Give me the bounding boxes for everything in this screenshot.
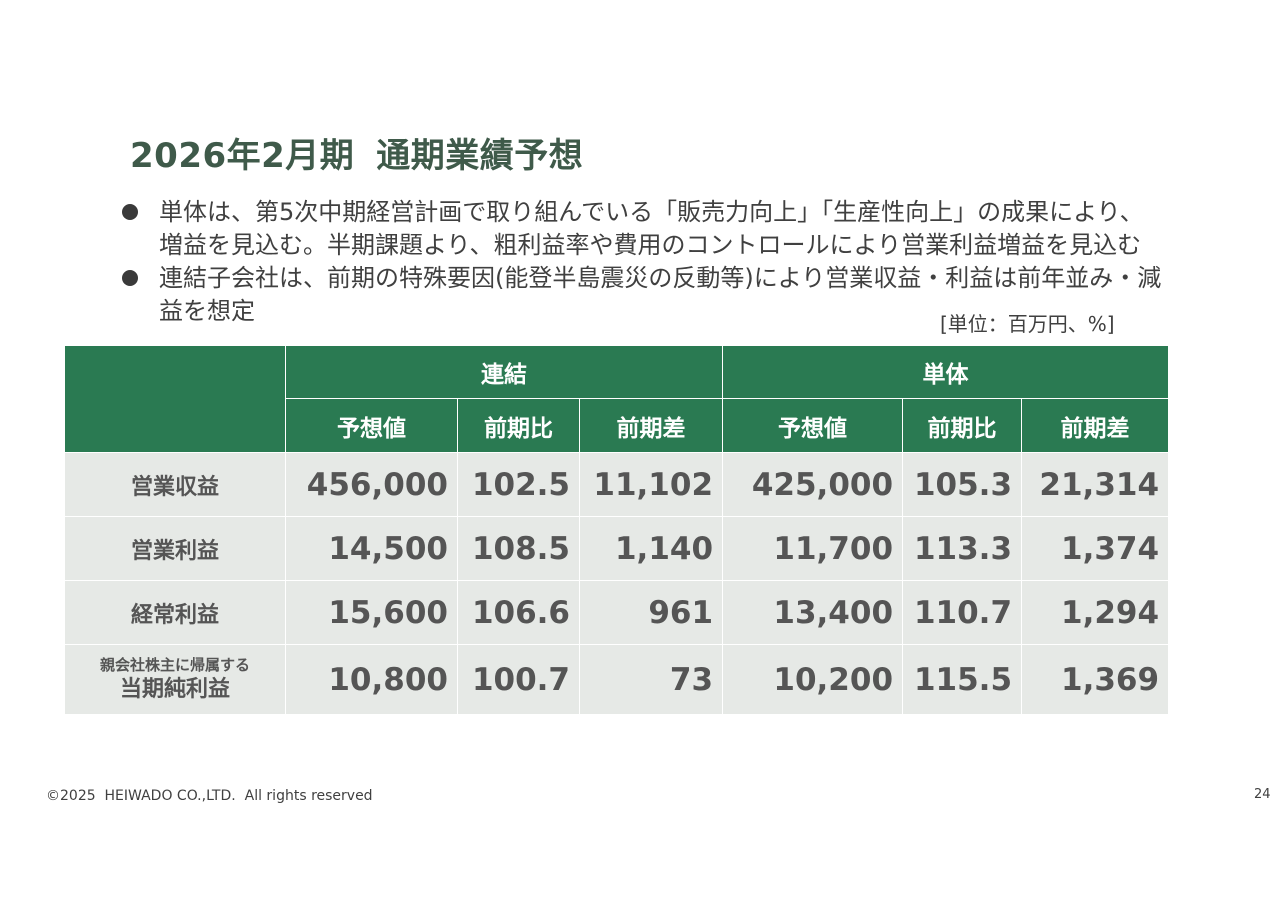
row-label-prefix: 親会社株主に帰属する [99,655,250,674]
table-cell: 15,600 [285,580,458,645]
table-row: 営業利益 14,500 108.5 1,140 11,700 113.3 1,3… [64,516,1170,581]
col-header: 予想値 [722,398,904,453]
col-header: 予想値 [285,398,458,453]
title-period: 2026年2月期 [130,136,355,176]
table-cell: 21,314 [1021,452,1170,517]
table-cell: 14,500 [285,516,458,581]
table-row: 経常利益 15,600 106.6 961 13,400 110.7 1,294 [64,580,1170,645]
table-cell: 105.3 [902,452,1023,517]
col-header: 前期比 [902,398,1023,453]
table-cell: 73 [578,644,724,715]
table-cell: 102.5 [457,452,580,517]
corner-header [64,345,286,453]
table-cell: 110.7 [902,580,1023,645]
bullet-text: 単体は、第5次中期経営計画で取り組んでいる「販売力向上」「生産性向上」の成果によ… [159,198,1144,259]
table-cell: 456,000 [285,452,458,517]
table-cell: 106.6 [457,580,580,645]
table-cell: 1,140 [578,516,724,581]
table-cell: 11,102 [578,452,724,517]
table-cell: 1,374 [1021,516,1170,581]
row-label: 営業収益 [64,452,286,517]
table-cell: 13,400 [722,580,904,645]
table-cell: 113.3 [902,516,1023,581]
col-header: 前期比 [457,398,580,453]
page-number: 24 [1254,787,1271,802]
row-label: 親会社株主に帰属する 当期純利益 [64,644,286,715]
col-header: 前期差 [578,398,724,453]
bullet-item: 連結子会社は、前期の特殊要因(能登半島震災の反動等)により営業収益・利益は前年並… [122,262,1162,328]
copyright-footer: ©2025 HEIWADO CO.,LTD. All rights reserv… [46,788,373,804]
table-cell: 961 [578,580,724,645]
bullet-text: 連結子会社は、前期の特殊要因(能登半島震災の反動等)により営業収益・利益は前年並… [159,264,1162,325]
title-main: 通期業績予想 [376,136,584,176]
group-header-consolidated: 連結 [284,345,724,399]
table-row: 親会社株主に帰属する 当期純利益 10,800 100.7 73 10,200 … [64,644,1170,715]
table-cell: 10,200 [722,644,904,715]
table-cell: 108.5 [457,516,580,581]
row-label-main: 当期純利益 [119,676,230,702]
bullet-item: 単体は、第5次中期経営計画で取り組んでいる「販売力向上」「生産性向上」の成果によ… [122,196,1162,262]
table-row: 営業収益 456,000 102.5 11,102 425,000 105.3 … [64,452,1170,517]
row-label: 営業利益 [64,516,286,581]
table-cell: 100.7 [457,644,580,715]
group-header-standalone: 単体 [722,345,1170,399]
col-header: 前期差 [1021,398,1170,453]
table-cell: 11,700 [722,516,904,581]
table-cell: 1,369 [1021,644,1170,715]
slide-title: 2026年2月期 通期業績予想 [130,128,583,177]
table-cell: 115.5 [902,644,1023,715]
row-label: 経常利益 [64,580,286,645]
table-cell: 425,000 [722,452,904,517]
table-cell: 10,800 [285,644,458,715]
bullet-dot-icon [122,204,138,220]
unit-note: [単位：百万円、%] [940,312,1115,336]
forecast-table: 連結 単体 予想値 前期比 前期差 予想値 前期比 前期差 営業収益 456,0… [64,345,1170,715]
table-cell: 1,294 [1021,580,1170,645]
bullet-dot-icon [122,270,138,286]
bullet-list: 単体は、第5次中期経営計画で取り組んでいる「販売力向上」「生産性向上」の成果によ… [122,196,1162,328]
